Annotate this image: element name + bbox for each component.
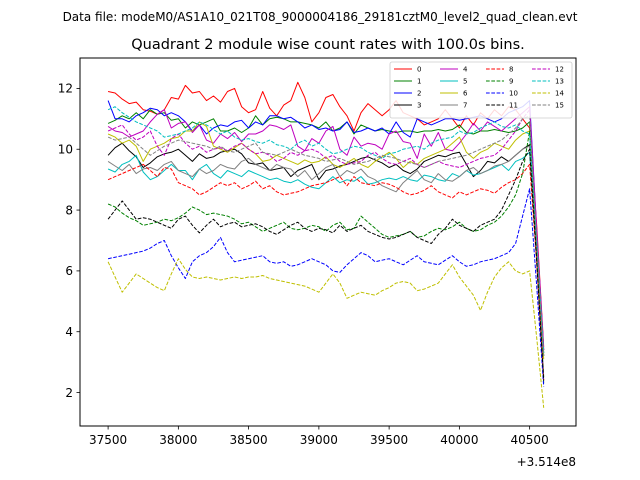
series-layer — [107, 81, 545, 408]
series-line-3 — [107, 142, 545, 357]
legend-label-6: 6 — [463, 90, 468, 98]
x-tick-label: 38500 — [230, 433, 268, 447]
legend-label-11: 11 — [509, 102, 518, 110]
x-tick-label: 39500 — [370, 433, 408, 447]
series-line-4 — [107, 106, 545, 351]
series-line-12 — [107, 109, 545, 351]
series-line-6 — [107, 121, 545, 360]
x-tick-label: 37500 — [89, 433, 127, 447]
legend-label-5: 5 — [463, 78, 467, 86]
plot-area — [79, 57, 577, 427]
x-axis: 37500 38000 38500 39000 39500 40000 40500 — [89, 426, 549, 447]
plot-background — [80, 58, 576, 426]
x-tick-label: 40000 — [440, 433, 478, 447]
legend-label-8: 8 — [509, 66, 513, 74]
x-tick-label: 38000 — [159, 433, 197, 447]
legend-label-15: 15 — [555, 102, 564, 110]
legend-label-10: 10 — [509, 90, 518, 98]
y-tick-label: 12 — [58, 82, 73, 96]
legend-label-1: 1 — [417, 78, 421, 86]
series-line-13 — [107, 106, 545, 354]
legend-label-2: 2 — [417, 90, 421, 98]
y-tick-label: 10 — [58, 143, 73, 157]
legend-label-14: 14 — [555, 90, 564, 98]
x-tick-label: 39000 — [300, 433, 338, 447]
x-axis-offset-label: +3.514e8 — [517, 455, 576, 469]
legend-label-12: 12 — [555, 66, 564, 74]
series-line-15 — [107, 115, 545, 357]
y-tick-label: 4 — [65, 325, 73, 339]
series-line-0 — [107, 81, 545, 347]
legend-label-13: 13 — [555, 78, 564, 86]
y-axis: 2 4 6 8 10 12 — [58, 82, 80, 400]
y-tick-label: 8 — [65, 203, 73, 217]
suptitle: Data file: modeM0/AS1A10_021T08_90000041… — [63, 10, 578, 24]
legend-label-3: 3 — [417, 102, 421, 110]
legend-label-0: 0 — [417, 66, 421, 74]
legend-label-7: 7 — [463, 102, 467, 110]
series-line-14 — [107, 258, 545, 408]
chart-title: Quadrant 2 module wise count rates with … — [131, 37, 525, 53]
legend-label-9: 9 — [509, 78, 513, 86]
y-tick-label: 2 — [65, 386, 73, 400]
series-line-10 — [107, 188, 545, 387]
series-line-11 — [107, 148, 545, 381]
x-tick-label: 40500 — [511, 433, 549, 447]
y-tick-label: 6 — [65, 264, 73, 278]
series-line-7 — [107, 145, 545, 378]
plot-frame — [79, 57, 577, 427]
legend-frame — [389, 61, 573, 119]
legend-label-4: 4 — [463, 66, 468, 74]
series-line-8 — [107, 163, 545, 381]
